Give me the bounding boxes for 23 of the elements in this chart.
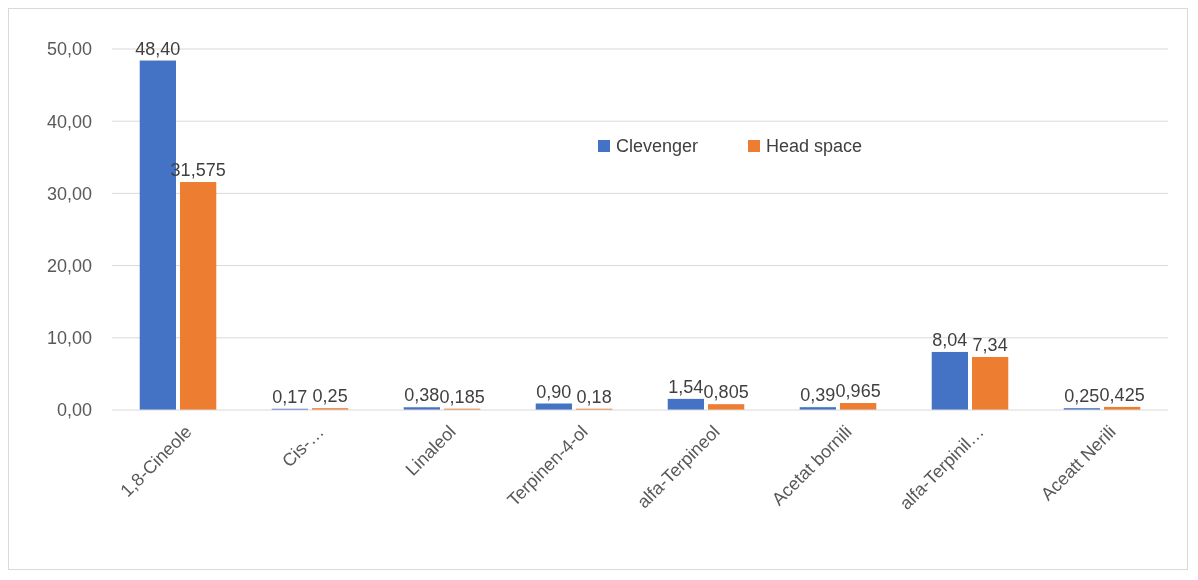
y-tick-label: 0,00 <box>56 400 92 421</box>
legend-label: Clevenger <box>616 136 699 157</box>
data-label: 0,18 <box>576 386 612 407</box>
y-tick-label: 40,00 <box>46 111 92 132</box>
y-tick-label: 50,00 <box>46 39 92 60</box>
data-label: 0,25 <box>1064 386 1100 407</box>
legend-label: Head space <box>766 136 863 157</box>
data-label: 0,805 <box>703 382 749 403</box>
data-label: 0,17 <box>272 386 308 407</box>
data-label: 8,04 <box>932 329 968 350</box>
data-label: 0,425 <box>1099 384 1145 405</box>
data-label: 0,39 <box>800 385 836 406</box>
data-label: 1,54 <box>668 376 704 397</box>
data-label: 48,40 <box>135 38 181 59</box>
y-tick-label: 30,00 <box>46 183 92 204</box>
data-label: 0,25 <box>312 386 348 407</box>
data-label: 7,34 <box>972 335 1008 356</box>
y-tick-label: 10,00 <box>46 328 92 349</box>
data-label: 0,38 <box>404 385 440 406</box>
y-tick-label: 20,00 <box>46 255 92 276</box>
data-label: 0,185 <box>439 386 485 407</box>
data-label: 0,90 <box>536 381 572 402</box>
data-label: 0,965 <box>835 381 881 402</box>
